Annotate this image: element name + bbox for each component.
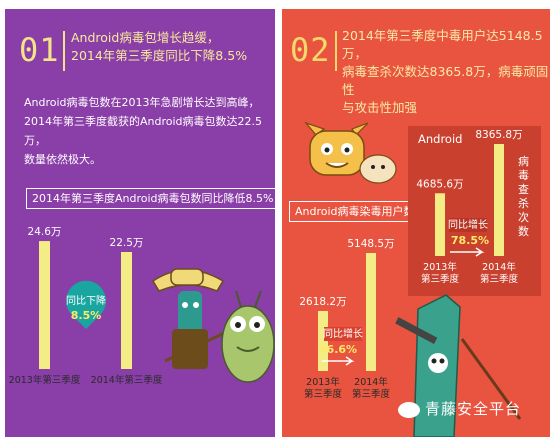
kills-inset: Android	[408, 126, 541, 296]
data-label: 4685.6万	[416, 178, 463, 190]
section-headline: Android病毒包增长趋缓， 2014年第三季度同比下降8.5%	[71, 29, 247, 65]
data-label: 2618.2万	[299, 296, 346, 308]
category-label: 2014年	[354, 376, 388, 388]
data-label: 8365.8万	[475, 129, 522, 141]
intro-line: Android病毒包数在2013年急剧增长达到高峰，	[24, 96, 260, 109]
headline-line: 病毒查杀次数达8365.8万，病毒顽固性	[342, 64, 549, 97]
section-headline: 2014年第三季度中毒用户达5148.5万， 病毒查杀次数达8365.8万，病毒…	[342, 27, 550, 117]
monster-illustration	[221, 290, 275, 383]
category-label: 2013年第三季度	[9, 374, 81, 386]
callout-bubble-shape	[66, 280, 106, 329]
right-panel: 02 2014年第三季度中毒用户达5148.5万， 病毒查杀次数达8365.8万…	[282, 9, 550, 437]
data-label: 5148.5万	[347, 238, 394, 250]
packages-bar-chart: 24.6万 2013年第三季度 22.5万 2014年第三季度	[9, 226, 163, 386]
farmer-illustration	[151, 268, 238, 369]
callout-value: 96.6%	[319, 343, 357, 356]
category-label: 2013年	[306, 376, 340, 388]
intro-text: Android病毒包数在2013年急剧增长达到高峰， 2014年第三季度截获的A…	[24, 93, 264, 169]
arrow-icon	[322, 356, 355, 366]
headline-line: 与攻击性加强	[342, 100, 418, 115]
category-label: 2014年	[482, 261, 516, 273]
cartoon-creatures	[304, 121, 397, 184]
headline-line: 2014年第三季度中毒用户达5148.5万，	[342, 28, 543, 61]
arrow-icon	[450, 247, 485, 257]
decline-callout: 同比下降 8.5%	[66, 280, 106, 329]
callout-text: 同比下降	[66, 294, 106, 307]
callout-box	[324, 327, 362, 341]
bar	[494, 144, 504, 256]
inset-title: Android	[418, 132, 463, 146]
headline-line: 2014年第三季度同比下降8.5%	[71, 48, 248, 63]
category-label: 第三季度	[421, 273, 460, 285]
watermark-text: 青藤安全平台	[425, 400, 522, 418]
chart-label: 2014年第三季度Android病毒包数同比降低8.5%	[26, 188, 275, 209]
callout-value: 8.5%	[71, 309, 102, 322]
inset-side-label: 病毒查杀次数	[518, 154, 529, 238]
callout-text: 同比增长	[448, 218, 488, 231]
kills-growth-callout: 同比增长 78.5%	[448, 218, 489, 257]
left-panel: 01 Android病毒包增长趋缓， 2014年第三季度同比下降8.5% And…	[5, 9, 275, 437]
divider	[63, 31, 65, 71]
data-label: 24.6万	[28, 226, 62, 238]
section-number: 02	[290, 31, 331, 69]
packages-chart-svg: 24.6万 2013年第三季度 22.5万 2014年第三季度 同比下降 8.5%	[9, 226, 275, 386]
bar	[435, 193, 445, 256]
category-label: 第三季度	[480, 273, 519, 285]
callout-text: 同比增长	[323, 327, 363, 340]
bar	[366, 253, 376, 371]
callout-box	[449, 218, 487, 232]
users-growth-callout: 同比增长 96.6%	[319, 327, 363, 366]
bar	[39, 241, 50, 369]
gunman-illustration	[395, 294, 522, 437]
bar	[121, 252, 132, 369]
category-label: 第三季度	[304, 388, 343, 400]
category-label: 2014年第三季度	[91, 374, 163, 386]
callout-value: 78.5%	[451, 234, 489, 247]
wechat-icon	[398, 402, 420, 418]
infected-users-bar-chart: 2618.2万 2013年第三季度 5148.5万 2014年第三季度	[299, 238, 394, 400]
headline-line: Android病毒包增长趋缓，	[71, 30, 220, 45]
bar	[318, 310, 328, 371]
data-label: 22.5万	[110, 237, 144, 249]
category-label: 2013年	[423, 261, 457, 273]
intro-line: 数量依然极大。	[24, 153, 101, 166]
category-label: 第三季度	[352, 388, 391, 400]
divider	[335, 31, 337, 71]
intro-line: 2014年第三季度截获的Android病毒包数达22.5万，	[24, 115, 263, 147]
section-number: 01	[19, 31, 60, 69]
